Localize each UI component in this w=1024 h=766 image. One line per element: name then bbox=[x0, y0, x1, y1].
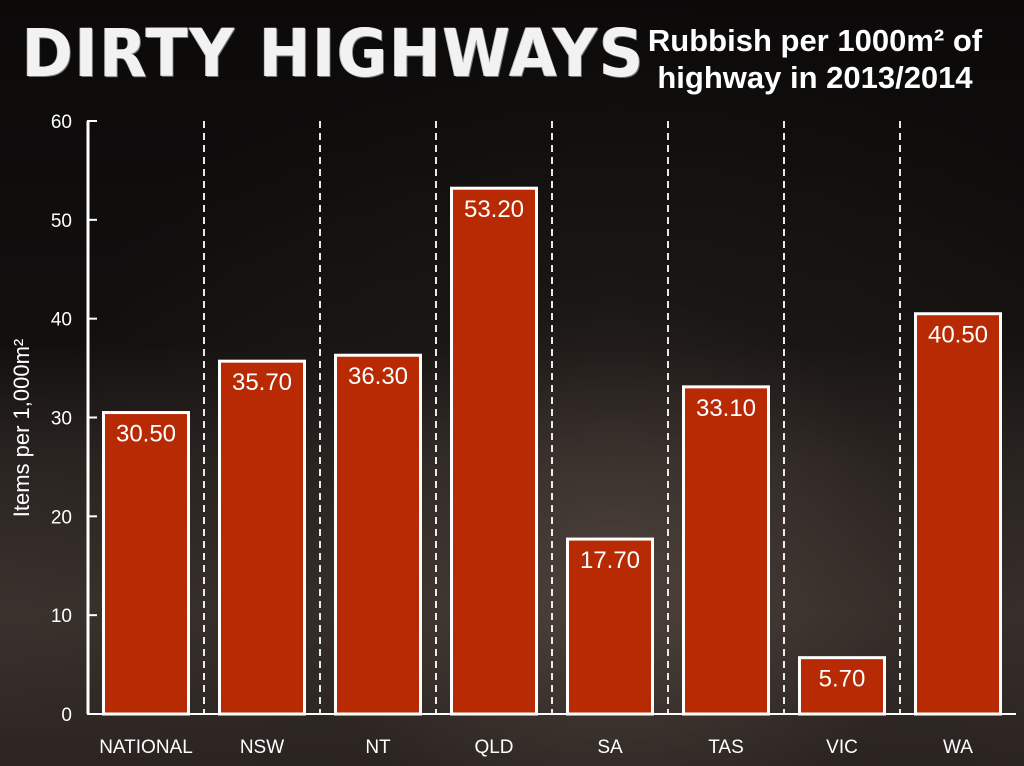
bar-value-label: 36.30 bbox=[348, 363, 408, 390]
y-tick-label: 10 bbox=[51, 606, 72, 627]
bar-group: 17.70 bbox=[566, 537, 654, 716]
bar-group: 30.50 bbox=[102, 411, 190, 716]
bar-value-label: 5.70 bbox=[819, 666, 866, 693]
bar bbox=[102, 411, 190, 716]
x-category-label: NT bbox=[365, 737, 391, 758]
bar-group: 33.10 bbox=[682, 385, 770, 716]
y-tick-label: 20 bbox=[51, 507, 72, 528]
bar-group: 53.20 bbox=[450, 186, 538, 716]
x-category-label: NATIONAL bbox=[99, 737, 193, 758]
bar-value-label: 40.50 bbox=[928, 322, 988, 349]
y-tick-label: 50 bbox=[51, 211, 72, 232]
subtitle-line-1: Rubbish per 1000m² of bbox=[647, 23, 983, 58]
bar bbox=[682, 385, 770, 716]
bar-group: 36.30 bbox=[334, 353, 422, 716]
bar bbox=[334, 353, 422, 716]
y-tick-label: 60 bbox=[51, 112, 72, 133]
bar-value-label: 30.50 bbox=[116, 421, 176, 448]
bar-group: 35.70 bbox=[218, 359, 306, 716]
chart-subtitle: Rubbish per 1000m² of highway in 2013/20… bbox=[616, 22, 1014, 96]
x-category-label: QLD bbox=[474, 737, 513, 758]
page-title: DIRTY HIGHWAYS bbox=[22, 15, 646, 92]
x-category-label: VIC bbox=[826, 737, 858, 758]
x-category-label: SA bbox=[597, 737, 623, 758]
bar-value-label: 33.10 bbox=[696, 395, 756, 422]
x-category-label: NSW bbox=[240, 737, 284, 758]
bar bbox=[798, 656, 886, 716]
bar-value-label: 35.70 bbox=[232, 369, 292, 396]
bar-group: 5.70 bbox=[798, 656, 886, 716]
y-tick-label: 0 bbox=[61, 705, 72, 726]
subtitle-line-2: highway in 2013/2014 bbox=[657, 60, 973, 95]
bar bbox=[450, 186, 538, 716]
y-tick-label: 40 bbox=[51, 310, 72, 331]
bar-value-label: 17.70 bbox=[580, 547, 640, 574]
bar-value-label: 53.20 bbox=[464, 196, 524, 223]
y-tick-label: 30 bbox=[51, 409, 72, 430]
bar bbox=[566, 537, 654, 716]
x-category-label: TAS bbox=[708, 737, 744, 758]
bar-group: 40.50 bbox=[914, 312, 1002, 716]
x-category-label: WA bbox=[943, 737, 973, 758]
bar bbox=[914, 312, 1002, 716]
bar bbox=[218, 359, 306, 716]
